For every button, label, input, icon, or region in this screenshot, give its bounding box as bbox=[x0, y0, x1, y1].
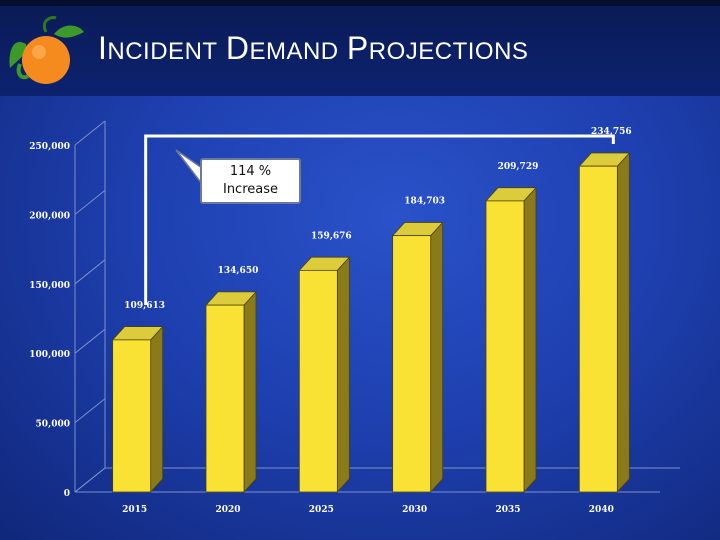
data-label: 109,613 bbox=[124, 301, 165, 311]
y-gridline bbox=[74, 467, 106, 493]
bar bbox=[578, 165, 618, 493]
data-label: 184,703 bbox=[404, 197, 445, 207]
x-tick-label: 2015 bbox=[122, 505, 147, 515]
y-tick-label: 150,000 bbox=[29, 281, 70, 291]
y-tick-label: 0 bbox=[64, 489, 70, 499]
x-tick-label: 2040 bbox=[589, 505, 614, 515]
data-label: 234,756 bbox=[591, 127, 632, 137]
page-title: INCIDENT DEMAND PROJECTIONS bbox=[98, 30, 529, 66]
bar-side bbox=[523, 186, 537, 494]
data-label: 209,729 bbox=[498, 162, 539, 172]
y-gridline bbox=[74, 190, 106, 215]
bar-side bbox=[336, 256, 350, 494]
y-tick-label: 200,000 bbox=[29, 211, 70, 221]
y-gridline bbox=[74, 259, 106, 285]
bar-side bbox=[616, 151, 630, 494]
bar-side bbox=[430, 221, 444, 494]
bar-side bbox=[150, 325, 164, 494]
bar bbox=[485, 200, 525, 493]
bar bbox=[392, 235, 432, 493]
data-label: 159,676 bbox=[311, 231, 352, 241]
callout-word: Increase bbox=[222, 182, 278, 197]
orange-logo-icon bbox=[9, 16, 84, 84]
y-tick-label: 250,000 bbox=[29, 142, 70, 152]
data-label: 134,650 bbox=[218, 266, 259, 276]
x-tick-label: 2030 bbox=[402, 505, 427, 515]
callout-pointer bbox=[175, 149, 203, 187]
top-border bbox=[0, 0, 720, 6]
callout-percent: 114 % bbox=[229, 164, 272, 179]
bar-side bbox=[243, 290, 257, 494]
increase-callout: 114 % Increase bbox=[200, 158, 301, 204]
x-tick-label: 2035 bbox=[495, 505, 520, 515]
bar bbox=[298, 269, 338, 493]
x-tick-label: 2020 bbox=[215, 505, 240, 515]
y-tick-label: 50,000 bbox=[36, 420, 70, 430]
y-gridline bbox=[74, 398, 106, 423]
y-tick-label: 100,000 bbox=[29, 350, 70, 360]
bar bbox=[205, 304, 245, 493]
bar bbox=[112, 339, 152, 493]
y-gridline bbox=[74, 328, 106, 354]
title-bar bbox=[0, 0, 720, 96]
x-tick-label: 2025 bbox=[309, 505, 334, 515]
y-gridline bbox=[74, 120, 106, 146]
increase-bracket bbox=[144, 134, 615, 305]
